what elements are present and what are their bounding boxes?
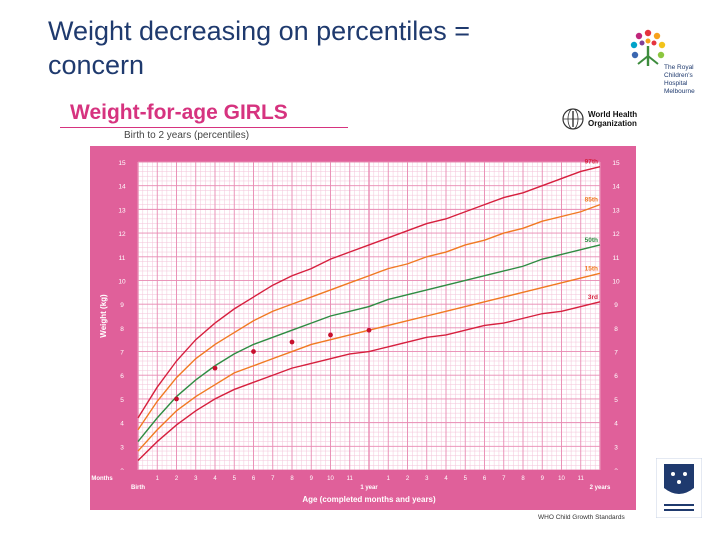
percentile-label-15th: 15th xyxy=(585,265,598,272)
partner-crest-icon xyxy=(656,458,702,518)
patient-point xyxy=(328,332,333,338)
y-tick-label-right: 13 xyxy=(612,207,620,214)
y-tick-label-right: 7 xyxy=(614,350,618,357)
x-tick-label: 1 xyxy=(387,476,391,482)
who-emblem-icon xyxy=(562,108,584,130)
y-tick-label-right: 5 xyxy=(614,397,618,404)
patient-point xyxy=(212,365,218,371)
chart-title: Weight-for-age GIRLS xyxy=(70,101,288,124)
who-organization-name: World Health Organization xyxy=(588,110,637,128)
x-tick-label: 3 xyxy=(425,476,429,482)
percentile-label-97th: 97th xyxy=(585,159,598,166)
patient-point xyxy=(251,349,256,354)
percentile-label-3rd: 3rd xyxy=(588,294,598,301)
who-footer: WHO Child Growth Standards xyxy=(538,514,625,521)
x-tick-label: 11 xyxy=(347,476,354,482)
percentile-line-97th xyxy=(137,166,601,419)
who-line-1: World Health xyxy=(588,110,638,119)
x-tick-label: 10 xyxy=(558,476,565,482)
logo-line-4: Melbourne xyxy=(664,88,695,95)
slide-title-line-2: concern xyxy=(48,50,145,80)
patient-point xyxy=(174,396,179,402)
x-tick-label: 9 xyxy=(310,476,314,482)
x-tick-label: Birth xyxy=(131,485,145,491)
y-tick-label-left: 13 xyxy=(118,207,126,214)
chart-title-rule xyxy=(60,127,348,128)
x-tick-label: 6 xyxy=(252,476,256,482)
y-tick-label-left: 9 xyxy=(120,302,124,309)
x-tick-label: 7 xyxy=(271,476,275,482)
growth-chart: 2233445566778899101011111212131314141515… xyxy=(90,146,636,510)
y-tick-label-right: 10 xyxy=(612,278,620,285)
y-tick-label-left: 15 xyxy=(118,160,126,167)
x-tick-label: 4 xyxy=(213,476,217,482)
x-tick-label: 6 xyxy=(483,476,487,482)
logo-line-1: The Royal xyxy=(664,64,694,71)
chart-header xyxy=(60,98,646,144)
x-tick-label: 8 xyxy=(521,476,525,482)
x-tick-label: 1 year xyxy=(360,485,378,491)
y-tick-label-right: 3 xyxy=(614,444,618,451)
who-line-2: Organization xyxy=(588,119,637,128)
y-axis-label: Weight (kg) xyxy=(99,294,108,338)
percentile-label-85th: 85th xyxy=(585,197,598,204)
x-tick-label: 7 xyxy=(502,476,506,482)
rch-logo-icon xyxy=(630,29,666,66)
x-tick-label: 10 xyxy=(327,476,334,482)
x-tick-label: 3 xyxy=(194,476,198,482)
x-tick-label: 9 xyxy=(541,476,545,482)
y-tick-label-left: 10 xyxy=(118,278,126,285)
y-tick-label-right: 15 xyxy=(612,160,620,167)
x-tick-label: 1 xyxy=(156,476,160,482)
months-row-label: Months xyxy=(91,476,113,482)
y-tick-label-right: 8 xyxy=(614,326,618,333)
y-tick-label-left: 4 xyxy=(120,421,124,428)
logo-line-3: Hospital xyxy=(664,80,688,87)
x-tick-label: 2 xyxy=(406,476,410,482)
rch-logo-text: The Royal Children's Hospital Melbourne xyxy=(664,64,720,96)
y-tick-label-left: 12 xyxy=(118,231,126,238)
x-tick-label: 2 xyxy=(175,476,179,482)
chart-subtitle: Birth to 2 years (percentiles) xyxy=(124,130,250,141)
patient-point xyxy=(289,339,295,345)
x-tick-label: 11 xyxy=(578,476,585,482)
x-tick-label: 8 xyxy=(290,476,294,482)
x-tick-label: 5 xyxy=(464,476,468,482)
y-tick-label-right: 6 xyxy=(614,373,618,380)
y-tick-label-right: 11 xyxy=(613,255,620,262)
percentile-label-50th: 50th xyxy=(585,237,598,244)
x-tick-label: 4 xyxy=(444,476,448,482)
y-tick-label-right: 4 xyxy=(614,421,618,428)
x-axis-band xyxy=(90,470,636,510)
x-axis-label: Age (completed months and years) xyxy=(302,495,436,504)
x-tick-label: 5 xyxy=(233,476,237,482)
y-tick-label-left: 14 xyxy=(118,184,126,191)
logo-line-2: Children's xyxy=(664,72,693,79)
percentile-line-3rd xyxy=(137,301,601,462)
y-tick-label-right: 9 xyxy=(614,302,618,309)
y-tick-label-left: 7 xyxy=(120,350,124,357)
y-tick-label-left: 5 xyxy=(120,397,124,404)
y-tick-label-right: 14 xyxy=(612,184,620,191)
slide-title: Weight decreasing on percentiles = conce… xyxy=(48,14,608,82)
x-tick-label: 2 years xyxy=(590,485,611,491)
y-tick-label-left: 6 xyxy=(120,373,124,380)
y-tick-label-right: 12 xyxy=(612,231,620,238)
patient-point xyxy=(366,327,372,333)
y-tick-label-left: 3 xyxy=(120,444,124,451)
percentile-line-85th xyxy=(137,203,601,431)
slide-title-line-1: Weight decreasing on percentiles = xyxy=(48,16,471,46)
y-tick-label-left: 11 xyxy=(119,255,126,262)
y-tick-label-left: 8 xyxy=(120,326,124,333)
